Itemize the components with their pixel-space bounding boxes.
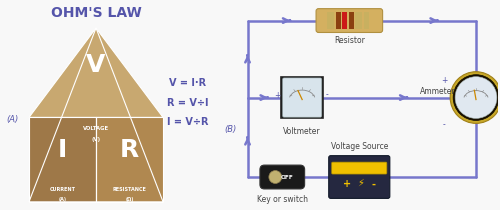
Text: OFF: OFF [281,175,293,180]
Bar [349,12,354,29]
Text: -: - [371,180,375,189]
Text: -: - [443,120,446,129]
Text: (V): (V) [92,137,100,142]
Polygon shape [96,117,163,202]
FancyBboxPatch shape [328,156,390,198]
Text: V = I·R: V = I·R [170,78,206,88]
Text: +: + [274,91,280,100]
FancyBboxPatch shape [282,78,322,117]
Text: Voltage Source: Voltage Source [330,142,388,151]
Bar [342,12,347,29]
Text: V: V [86,53,106,77]
Circle shape [453,75,499,120]
Polygon shape [29,28,163,117]
Text: R: R [120,138,139,162]
Bar [336,12,341,29]
Text: I: I [58,138,67,162]
Text: OHM'S LAW: OHM'S LAW [50,6,142,20]
Text: R = V÷I: R = V÷I [167,97,208,108]
Text: Ammeter: Ammeter [420,87,455,96]
Text: (A): (A) [6,116,18,124]
Circle shape [455,77,497,118]
FancyBboxPatch shape [282,77,323,118]
Circle shape [450,72,500,123]
Text: -: - [326,91,328,100]
Circle shape [269,171,282,184]
Text: Voltmeter: Voltmeter [284,127,321,136]
Text: +: + [343,180,351,189]
Bar [364,12,368,29]
Text: ⚡: ⚡ [357,178,364,188]
Text: (B): (B) [224,125,236,134]
Text: Resistor: Resistor [334,37,365,45]
Bar [327,12,334,29]
Text: (A): (A) [58,197,66,202]
Text: CURRENT: CURRENT [50,187,76,192]
Text: RESISTANCE: RESISTANCE [112,187,146,192]
Text: (Ω): (Ω) [126,197,134,202]
Text: Key or switch: Key or switch [257,195,308,204]
FancyBboxPatch shape [332,162,387,174]
Text: +: + [441,76,448,85]
FancyBboxPatch shape [260,165,304,189]
Text: I = V÷R: I = V÷R [167,117,208,127]
Bar [355,12,362,29]
Text: VOLTAGE: VOLTAGE [83,126,109,131]
Polygon shape [29,117,96,202]
FancyBboxPatch shape [316,9,382,33]
